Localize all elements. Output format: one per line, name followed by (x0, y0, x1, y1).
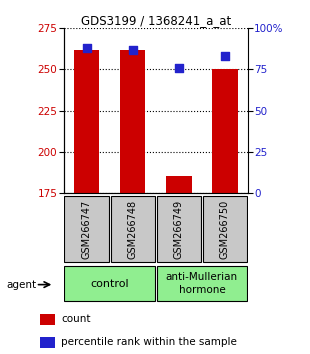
Point (176, 65, 181, 71)
Title: GDS3199 / 1368241_a_at: GDS3199 / 1368241_a_at (81, 14, 231, 27)
Text: anti-Mullerian
hormone: anti-Mullerian hormone (166, 272, 238, 295)
Bar (64, 196, 109, 262)
Text: control: control (90, 279, 129, 289)
Bar (203, 196, 247, 262)
Text: GSM266748: GSM266748 (128, 200, 138, 259)
Point (84, 45, 89, 51)
Text: agent: agent (6, 280, 36, 290)
Point (223, 53, 228, 59)
Bar (40, 314, 55, 325)
Text: count: count (61, 314, 91, 325)
Text: GSM266750: GSM266750 (220, 200, 230, 259)
Bar (166, 176, 192, 193)
Bar (157, 266, 247, 301)
Bar (111, 196, 155, 262)
Bar (157, 196, 201, 262)
Text: GSM266747: GSM266747 (82, 200, 92, 259)
Bar (64, 266, 155, 301)
Text: percentile rank within the sample: percentile rank within the sample (61, 337, 237, 348)
Point (130, 47, 135, 52)
Bar (40, 337, 55, 348)
Text: GSM266749: GSM266749 (174, 200, 184, 259)
Bar (74, 50, 99, 193)
Bar (120, 50, 145, 193)
Bar (212, 69, 238, 193)
